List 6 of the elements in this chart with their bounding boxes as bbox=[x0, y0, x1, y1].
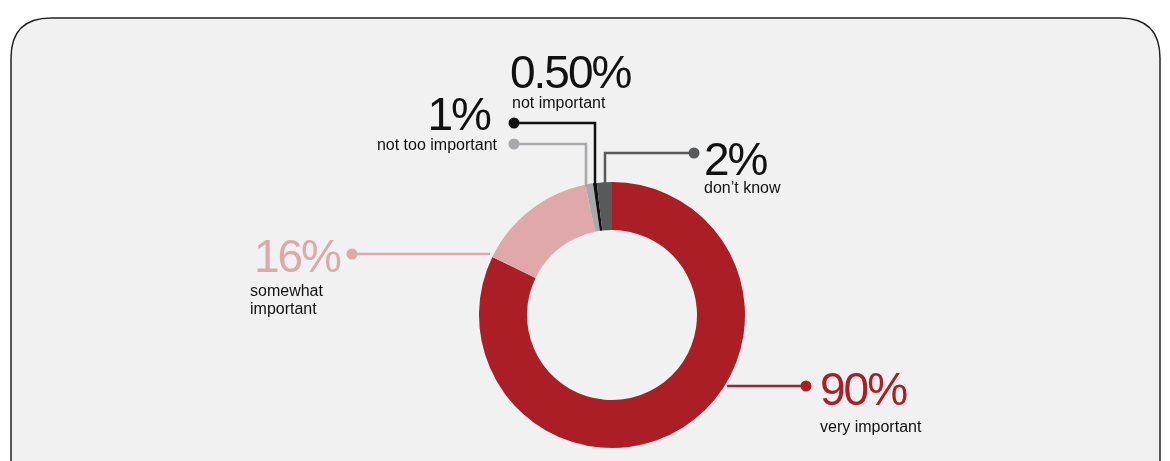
data-label: 90% bbox=[820, 363, 908, 415]
slice-label: not important bbox=[512, 94, 606, 111]
slice-label: very important bbox=[820, 418, 922, 435]
legend-label: not too important bbox=[376, 136, 498, 153]
data-label: 16% bbox=[253, 230, 342, 282]
slice-label: somewhat important bbox=[250, 282, 324, 317]
